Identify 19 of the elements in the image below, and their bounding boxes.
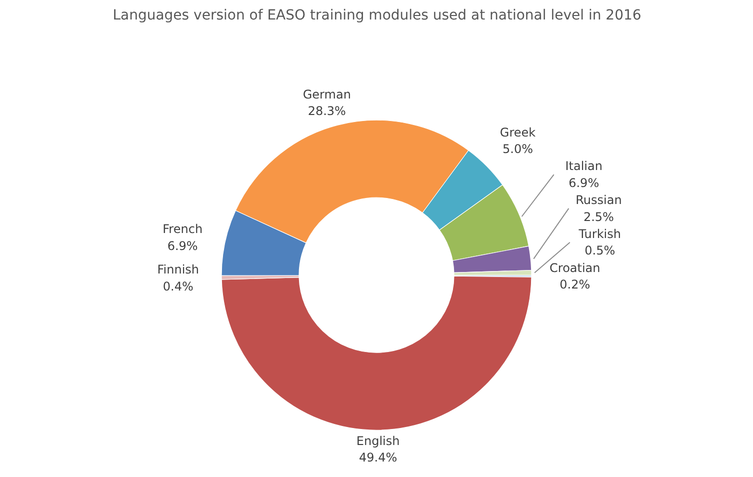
data-label: 6.9% xyxy=(568,176,600,190)
slice-label: Turkish xyxy=(578,226,621,241)
slice-label: Russian xyxy=(576,193,622,208)
data-label: 6.9% xyxy=(167,238,198,253)
slice-label: English xyxy=(356,434,400,448)
data-label: 49.4% xyxy=(358,450,398,465)
slice-label: Italian xyxy=(565,159,602,174)
slice-label: Greek xyxy=(500,125,536,140)
data-label: 28.3% xyxy=(308,104,346,118)
data-label: 2.5% xyxy=(583,210,614,224)
data-label: 0.4% xyxy=(162,279,194,294)
slice-label: German xyxy=(302,87,351,102)
slice-label: Croatian xyxy=(550,260,600,275)
data-label: 0.2% xyxy=(560,278,590,292)
data-label: 0.5% xyxy=(584,244,616,258)
data-label: 5.0% xyxy=(502,142,534,156)
slice-label: French xyxy=(162,222,203,236)
slice-label: Finnish xyxy=(157,262,200,277)
chart-title: Languages version of EASO training modules used at national level in 2016 xyxy=(112,8,642,24)
